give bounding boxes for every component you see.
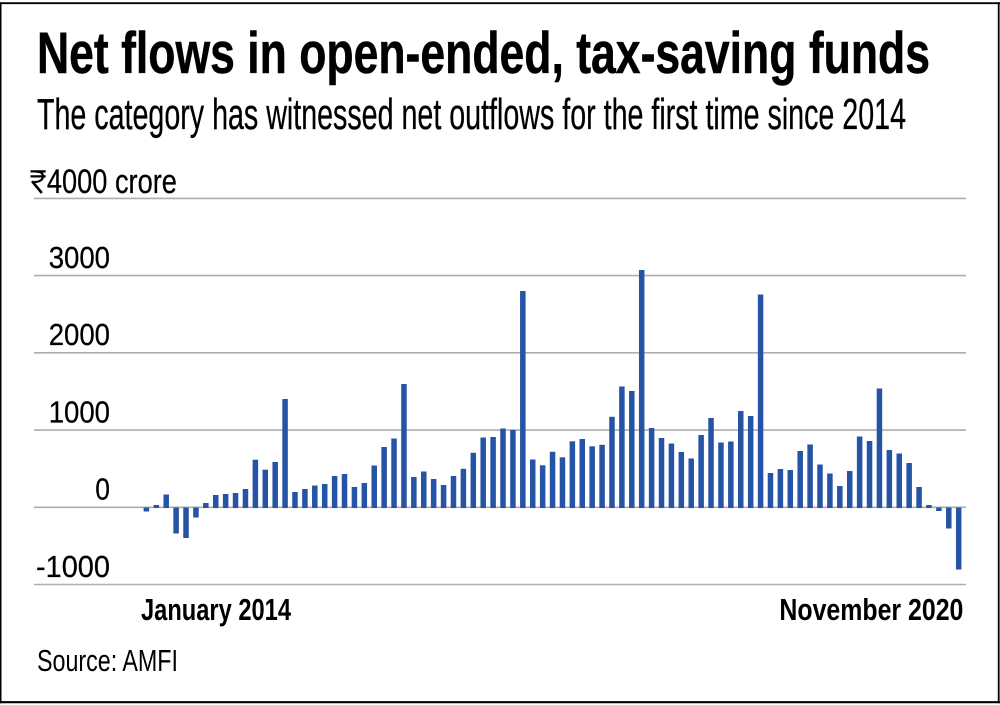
svg-text:-1000: -1000 (36, 549, 110, 584)
svg-text:The category has witnessed net: The category has witnessed net outflows … (37, 91, 906, 139)
svg-text:2000: 2000 (49, 317, 110, 352)
svg-text:4000 crore: 4000 crore (47, 163, 177, 201)
svg-text:Net flows in open-ended, tax-s: Net flows in open-ended, tax-saving fund… (37, 21, 930, 86)
svg-text:Source: AMFI: Source: AMFI (37, 643, 178, 678)
svg-text:3000: 3000 (49, 240, 110, 275)
svg-text:1000: 1000 (49, 395, 110, 430)
svg-text:0: 0 (95, 472, 110, 507)
svg-text:November 2020: November 2020 (779, 592, 963, 627)
svg-text:January 2014: January 2014 (141, 592, 292, 627)
